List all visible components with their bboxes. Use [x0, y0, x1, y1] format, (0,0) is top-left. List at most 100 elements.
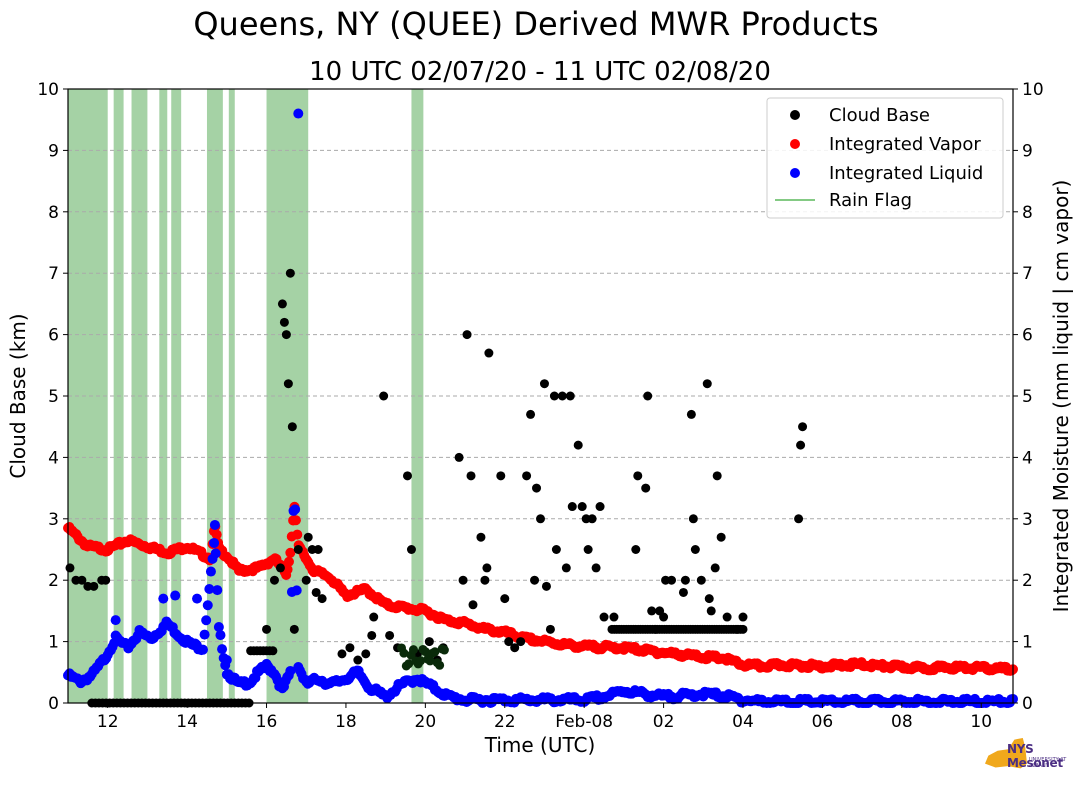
rain-flag-band — [411, 89, 424, 703]
cloud-base-point — [439, 645, 449, 655]
liquid-point — [293, 108, 304, 119]
cloud-base-point — [269, 575, 279, 585]
y-tick-label-right: 10 — [1022, 80, 1044, 100]
cloud-base-point — [573, 440, 583, 450]
cloud-base-point — [404, 659, 414, 669]
cloud-base-point — [796, 440, 806, 450]
cloud-base-point — [526, 409, 536, 419]
x-tick-label: Feb-08 — [555, 712, 613, 732]
cloud-base-point — [281, 330, 291, 340]
cloud-base-point — [641, 483, 651, 493]
liquid-point — [285, 665, 296, 676]
cloud-base-point — [541, 581, 551, 591]
cloud-base-point — [633, 471, 643, 481]
cloud-base-point — [722, 612, 732, 622]
liquid-point — [170, 590, 181, 601]
x-tick-label: 04 — [732, 712, 754, 732]
cloud-base-point — [262, 624, 272, 634]
cloud-base-point — [303, 532, 313, 542]
cloud-base-point — [285, 268, 295, 278]
y-tick-label-left: 1 — [48, 633, 59, 653]
chart-subtitle: 10 UTC 02/07/20 - 11 UTC 02/08/20 — [309, 57, 771, 87]
liquid-point — [205, 566, 216, 577]
legend-marker-cloud-base — [790, 110, 800, 120]
y-tick-label-right: 4 — [1022, 448, 1033, 468]
cloud-base-point — [345, 643, 355, 653]
y-tick-label-left: 10 — [37, 80, 59, 100]
x-tick-label: 16 — [256, 712, 278, 732]
y-tick-label-left: 6 — [48, 326, 59, 346]
y-axis-label-left: Cloud Base (km) — [6, 313, 30, 478]
x-tick-label: 14 — [176, 712, 198, 732]
cloud-base-point — [89, 581, 99, 591]
cloud-base-point — [655, 606, 665, 616]
vapor-point — [282, 564, 293, 575]
y-axis-ticks: 0 0 1 1 2 2 3 3 4 4 5 5 6 6 7 7 8 8 9 9 10 10 — [37, 80, 1043, 714]
cloud-base-point — [567, 502, 577, 512]
y-tick-label-left: 7 — [48, 264, 59, 284]
cloud-base-point — [430, 647, 440, 657]
legend-box — [766, 97, 1004, 219]
x-tick-label: 02 — [653, 712, 675, 732]
y-tick-label-right: 6 — [1022, 326, 1033, 346]
cloud-base-point — [794, 514, 804, 524]
cloud-base-point — [738, 624, 748, 634]
cloud-base-point — [522, 471, 532, 481]
liquid-point — [199, 629, 210, 640]
cloud-base-point — [287, 422, 297, 432]
legend-marker-integrated-vapor — [790, 139, 800, 149]
x-tick-label: 20 — [415, 712, 437, 732]
liquid-point — [291, 585, 302, 596]
cloud-base-point — [399, 648, 409, 658]
cloud-base-point — [702, 379, 712, 389]
cloud-base-point — [599, 612, 609, 622]
cloud-base-point — [317, 594, 327, 604]
y-tick-label-left: 8 — [48, 203, 59, 223]
cloud-base-point — [425, 656, 435, 666]
cloud-base-point — [678, 587, 688, 597]
cloud-base-point — [65, 563, 75, 573]
cloud-base-point — [504, 637, 514, 647]
cloud-base-point — [466, 471, 476, 481]
x-tick-label: 22 — [494, 712, 516, 732]
cloud-base-point — [277, 299, 287, 309]
cloud-base-point — [680, 575, 690, 585]
cloud-base-point — [696, 575, 706, 585]
cloud-base-point — [435, 660, 445, 670]
cloud-base-point — [424, 637, 434, 647]
vapor-point — [285, 547, 296, 558]
cloud-base-point — [268, 646, 278, 656]
cloud-base-point — [551, 545, 561, 554]
cloud-base-point — [313, 545, 323, 554]
cloud-base-point — [510, 643, 520, 653]
cloud-base-point — [704, 594, 714, 604]
y-tick-label-left: 4 — [48, 448, 59, 468]
integrated-liquid-series — [63, 108, 1018, 708]
vapor-point — [292, 529, 303, 540]
cloud-base-point — [454, 452, 464, 462]
cloud-base-point — [583, 545, 593, 554]
cloud-base-point — [716, 532, 726, 542]
cloud-base-point — [484, 348, 494, 358]
cloud-base-point — [595, 502, 605, 512]
legend-label-cloud-base: Cloud Base — [829, 105, 930, 126]
vapor-point — [290, 515, 301, 526]
cloud-base-point — [289, 624, 299, 634]
y-tick-label-left: 2 — [48, 571, 59, 591]
cloud-base-point — [482, 563, 492, 573]
cloud-base-point — [577, 502, 587, 512]
liquid-point — [198, 644, 208, 655]
cloud-base-point — [667, 575, 677, 585]
cloud-base-point — [353, 655, 363, 665]
cloud-base-point — [549, 391, 559, 401]
nys-mesonet-logo: NYS Mesonet UNIVERSITY AT ALBANY — [985, 738, 1077, 776]
y-tick-label-left: 5 — [48, 387, 59, 407]
cloud-base-point — [283, 379, 293, 389]
liquid-point — [290, 504, 301, 515]
liquid-point — [204, 584, 215, 595]
liquid-point — [209, 537, 220, 548]
liquid-point — [221, 655, 232, 666]
cloud-base-point — [462, 330, 472, 340]
y-tick-label-right: 1 — [1022, 633, 1033, 653]
